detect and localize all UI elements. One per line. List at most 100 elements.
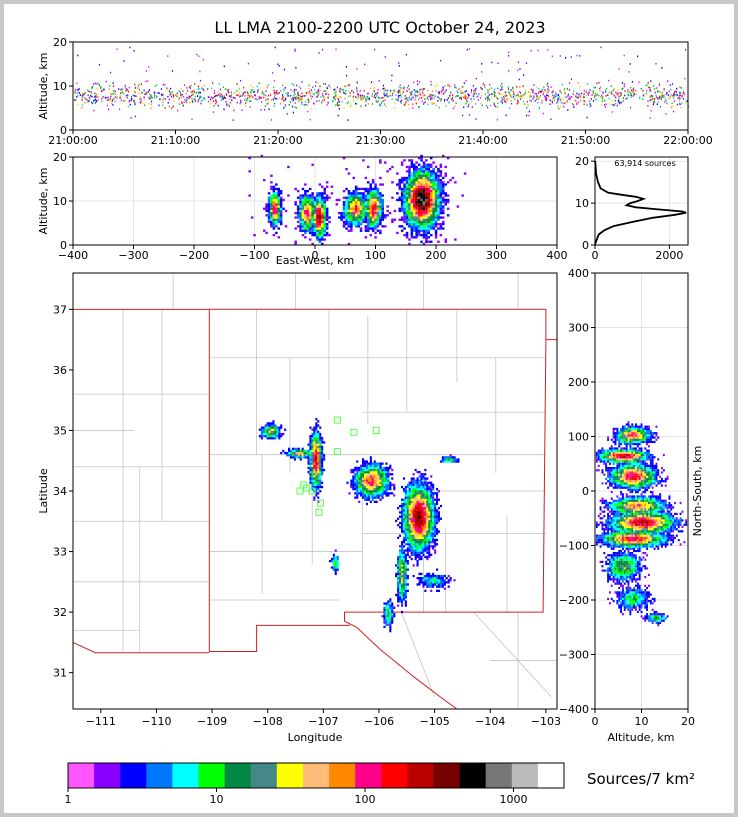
ew-alt-cell xyxy=(323,218,326,221)
alt-time-source xyxy=(473,93,475,95)
alt-time-source xyxy=(590,104,592,107)
alt-time-source xyxy=(488,93,491,96)
plan-cell xyxy=(319,462,322,465)
alt-time-source xyxy=(539,95,541,97)
alt-time-source xyxy=(674,93,676,96)
plan-cell xyxy=(408,555,411,559)
ew-alt-cell xyxy=(434,190,438,193)
plan-cell xyxy=(430,534,433,537)
plan-cell xyxy=(416,513,419,516)
ew-alt-cell xyxy=(415,190,418,193)
plan-cell xyxy=(399,577,402,580)
plan-cell xyxy=(364,496,367,499)
ew-alt-cell xyxy=(306,216,309,219)
plan-cell xyxy=(389,615,392,618)
ew-alt-cell xyxy=(304,192,307,195)
ew-alt-cell xyxy=(352,207,355,210)
alt-time-source xyxy=(116,95,118,98)
alt-time-source xyxy=(88,99,90,102)
plan-cell xyxy=(358,492,361,495)
alt-time-source xyxy=(566,101,568,103)
plan-cell xyxy=(371,462,374,465)
ew-alt-cell xyxy=(403,227,406,230)
ew-alt-cell xyxy=(434,229,438,232)
alt-time-source xyxy=(133,90,135,92)
plan-cell xyxy=(358,485,361,489)
alt-time-source xyxy=(133,99,135,102)
plan-cell xyxy=(432,485,435,489)
plan-cell xyxy=(315,443,318,446)
alt-time-source xyxy=(554,95,556,98)
alt-time-source xyxy=(292,105,294,108)
plan-cell xyxy=(364,481,367,484)
alt-time-source xyxy=(194,95,196,98)
ew-alt-cell xyxy=(432,227,435,230)
alt-time-source xyxy=(642,98,644,101)
alt-time-source xyxy=(444,99,446,101)
plan-cell xyxy=(457,458,460,461)
plan-cell xyxy=(436,528,439,531)
alt-time-source xyxy=(315,81,317,83)
alt-time-source xyxy=(162,83,164,86)
alt-time-source xyxy=(366,92,368,95)
alt-time-source xyxy=(464,91,466,93)
ew-alt-cell xyxy=(308,218,312,221)
alt-time-source xyxy=(403,91,405,93)
alt-time-source xyxy=(378,103,380,106)
plan-cell xyxy=(418,536,421,539)
plan-cell xyxy=(443,583,446,586)
alt-time-source xyxy=(280,98,283,100)
ew-alt-cell xyxy=(422,183,426,186)
ew-alt-cell xyxy=(352,205,355,208)
plan-cell xyxy=(387,483,390,486)
alt-time-source xyxy=(128,99,130,102)
ew-alt-cell xyxy=(354,216,358,219)
plan-cell xyxy=(270,422,273,425)
ew-alt-cell xyxy=(425,225,428,228)
ew-alt-cell xyxy=(415,218,418,221)
ew-alt-cell xyxy=(364,212,368,215)
plan-cell xyxy=(402,517,405,520)
ew-alt-cell xyxy=(357,225,360,228)
plan-cell xyxy=(432,541,435,544)
plan-cell xyxy=(303,451,306,455)
alt-time-source xyxy=(342,89,344,91)
ew-alt-cell xyxy=(442,185,445,188)
ew-alt-cell xyxy=(313,218,317,221)
plan-cell xyxy=(406,517,409,520)
plan-cell xyxy=(404,585,407,588)
alt-time-source xyxy=(231,96,233,98)
plan-cell xyxy=(408,485,411,489)
ew-alt-cell xyxy=(347,201,351,204)
alt-time-source xyxy=(133,100,135,103)
ew-alt-cell xyxy=(345,218,348,221)
alt-time-source xyxy=(317,95,319,97)
alt-time-source xyxy=(461,85,463,88)
alt-time-source xyxy=(111,102,113,105)
alt-time-source xyxy=(657,90,659,92)
ew-alt-cell xyxy=(323,229,326,232)
ew-alt-cell xyxy=(437,179,440,182)
plan-cell xyxy=(371,468,374,472)
ew-alt-cell xyxy=(430,187,433,191)
ew-alt-cell xyxy=(364,225,368,228)
plan-cell xyxy=(451,456,454,459)
ew-alt-cell xyxy=(376,216,380,219)
alt-time-source xyxy=(198,91,201,94)
ew-alt-cell xyxy=(272,194,276,197)
ew-alt-cell xyxy=(434,225,438,228)
plan-cell xyxy=(443,456,446,459)
plan-cell xyxy=(354,475,357,478)
ew-alt-cell xyxy=(430,192,433,195)
plan-cell xyxy=(436,511,439,514)
alt-time-source xyxy=(112,90,114,92)
alt-time-source xyxy=(463,82,465,84)
alt-time-source xyxy=(145,80,147,83)
alt-time-source xyxy=(265,90,267,92)
plan-cell xyxy=(424,496,427,499)
plan-cell xyxy=(399,600,402,603)
ew-alt-cell xyxy=(425,190,428,193)
plan-cell xyxy=(434,541,437,544)
ew-alt-cell xyxy=(425,205,428,208)
plan-cell xyxy=(418,547,421,550)
